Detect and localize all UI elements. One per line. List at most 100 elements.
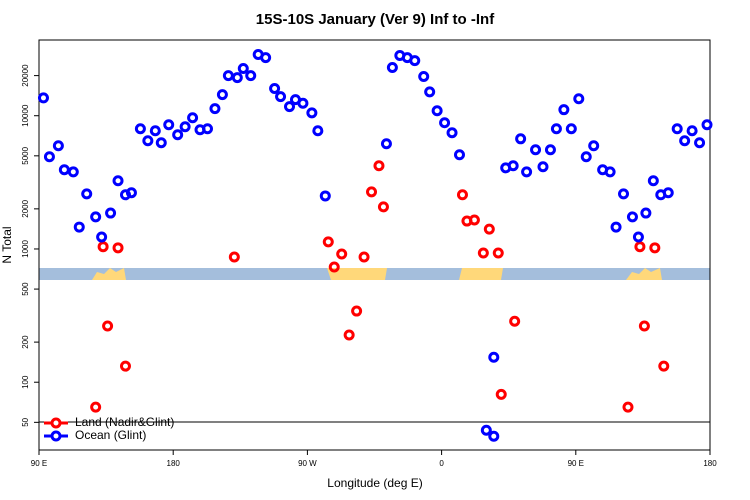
point: [179, 121, 191, 133]
point: [431, 105, 443, 117]
point: [492, 247, 504, 259]
point: [480, 424, 492, 436]
point: [424, 86, 436, 98]
y-tick-label: 50: [21, 417, 30, 426]
point: [588, 140, 600, 152]
y-tick-label: 10000: [21, 104, 30, 127]
point: [686, 125, 698, 137]
point: [58, 164, 70, 176]
point: [439, 117, 451, 129]
point: [43, 151, 55, 163]
point: [37, 92, 49, 104]
point: [275, 91, 287, 103]
point: [580, 151, 592, 163]
point: [73, 221, 85, 233]
point: [319, 190, 331, 202]
x-tick-label: 180: [167, 459, 181, 468]
point: [509, 315, 521, 327]
point: [483, 223, 495, 235]
point: [507, 160, 519, 172]
point: [453, 149, 465, 161]
point: [634, 241, 646, 253]
point: [701, 119, 713, 131]
point: [90, 401, 102, 413]
point: [216, 89, 228, 101]
point: [610, 221, 622, 233]
point: [228, 251, 240, 263]
legend-label: Land (Nadir&Glint): [75, 415, 174, 429]
point: [343, 329, 355, 341]
point: [119, 360, 131, 372]
point: [658, 360, 670, 372]
point: [306, 107, 318, 119]
point: [112, 242, 124, 254]
y-tick-label: 2000: [21, 199, 30, 217]
point: [237, 63, 249, 75]
point: [649, 242, 661, 254]
point: [446, 127, 458, 139]
x-tick-label: 0: [439, 459, 444, 468]
point: [231, 72, 243, 84]
point: [626, 211, 638, 223]
point: [521, 166, 533, 178]
point: [172, 129, 184, 141]
point: [149, 125, 161, 137]
point: [134, 123, 146, 135]
point: [209, 103, 221, 115]
point: [558, 104, 570, 116]
legend-label: Ocean (Glint): [75, 428, 146, 442]
point: [456, 189, 468, 201]
point: [201, 123, 213, 135]
point: [477, 247, 489, 259]
point: [125, 187, 137, 199]
point: [67, 166, 79, 178]
y-tick-label: 500: [21, 282, 30, 296]
point: [351, 305, 363, 317]
point: [604, 166, 616, 178]
point: [409, 55, 421, 67]
y-axis-label: N Total: [0, 226, 14, 263]
point: [328, 261, 340, 273]
point: [105, 207, 117, 219]
point: [52, 140, 64, 152]
point: [269, 83, 281, 95]
point: [322, 236, 334, 248]
point: [640, 207, 652, 219]
y-tick-label: 200: [21, 335, 30, 349]
y-tick-label: 100: [21, 375, 30, 389]
point: [90, 211, 102, 223]
point: [662, 187, 674, 199]
point: [81, 188, 93, 200]
x-tick-label: 90 E: [568, 459, 584, 468]
point: [638, 320, 650, 332]
x-tick-label: 90 E: [31, 459, 47, 468]
point: [102, 320, 114, 332]
point: [544, 144, 556, 156]
point: [515, 133, 527, 145]
x-tick-label: 180: [703, 459, 717, 468]
map-strip: [39, 268, 710, 280]
point: [245, 70, 257, 82]
point: [647, 175, 659, 187]
point: [495, 388, 507, 400]
legend-marker: [50, 417, 62, 429]
point: [618, 188, 630, 200]
point: [622, 401, 634, 413]
point: [312, 125, 324, 137]
y-tick-label: 1000: [21, 240, 30, 258]
point: [530, 144, 542, 156]
point: [679, 135, 691, 147]
point: [488, 430, 500, 442]
y-tick-label: 20000: [21, 64, 30, 87]
point: [380, 138, 392, 150]
plot-frame: [38, 39, 711, 451]
point: [96, 231, 108, 243]
point: [386, 62, 398, 74]
point: [142, 135, 154, 147]
point: [573, 93, 585, 105]
point: [336, 248, 348, 260]
point: [187, 112, 199, 124]
point: [97, 241, 109, 253]
x-tick-label: 90 W: [298, 459, 317, 468]
